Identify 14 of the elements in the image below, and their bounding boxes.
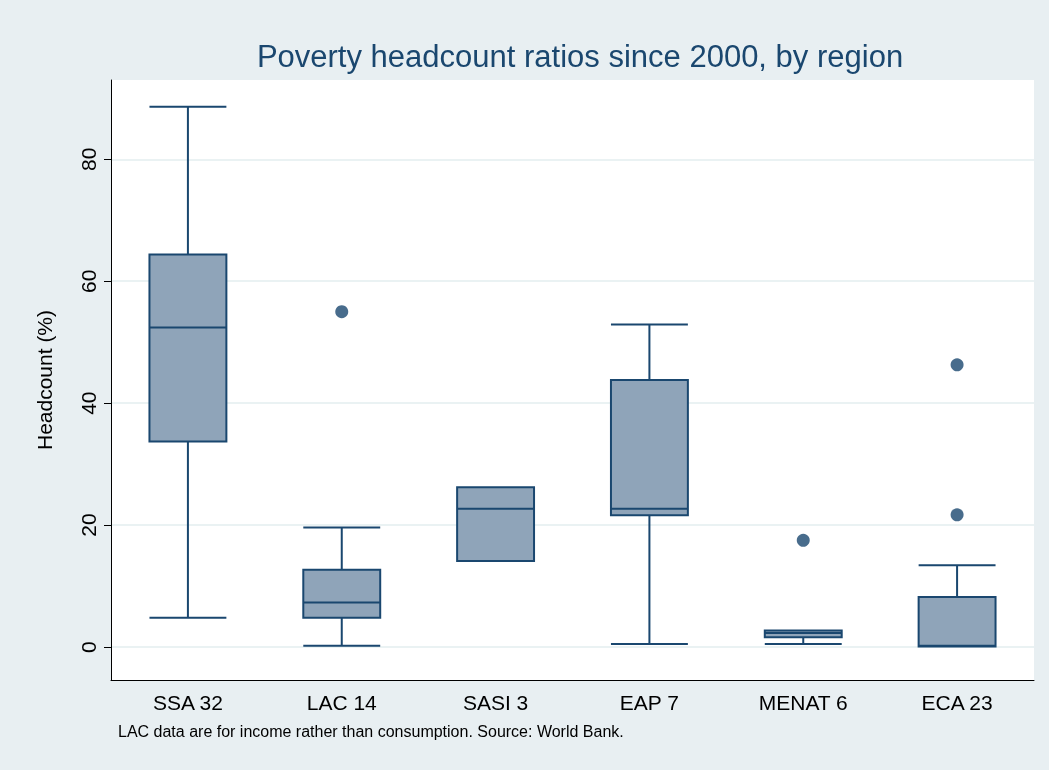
y-tick-label: 80: [77, 147, 100, 171]
y-axis-title: Headcount (%): [33, 309, 56, 451]
text: LAC data are for income rather than consumption. Source: World Bank.: [118, 722, 624, 740]
x-tick-label: SSA 32: [152, 691, 223, 714]
x-tick-label: SASI 3: [462, 691, 529, 714]
x-tick-label: MENAT 6: [758, 691, 848, 714]
y-tick-label: 0: [77, 641, 100, 653]
x-tick-label: LAC 14: [306, 691, 378, 714]
y-tick-label: 20: [77, 513, 100, 537]
chart-title: Poverty headcount ratios since 2000, by region: [256, 39, 904, 74]
y-tick-label: 40: [77, 391, 100, 415]
x-tick-label: EAP 7: [619, 691, 679, 714]
x-tick-label: ECA 23: [921, 691, 993, 714]
y-tick-label: 60: [77, 269, 100, 293]
